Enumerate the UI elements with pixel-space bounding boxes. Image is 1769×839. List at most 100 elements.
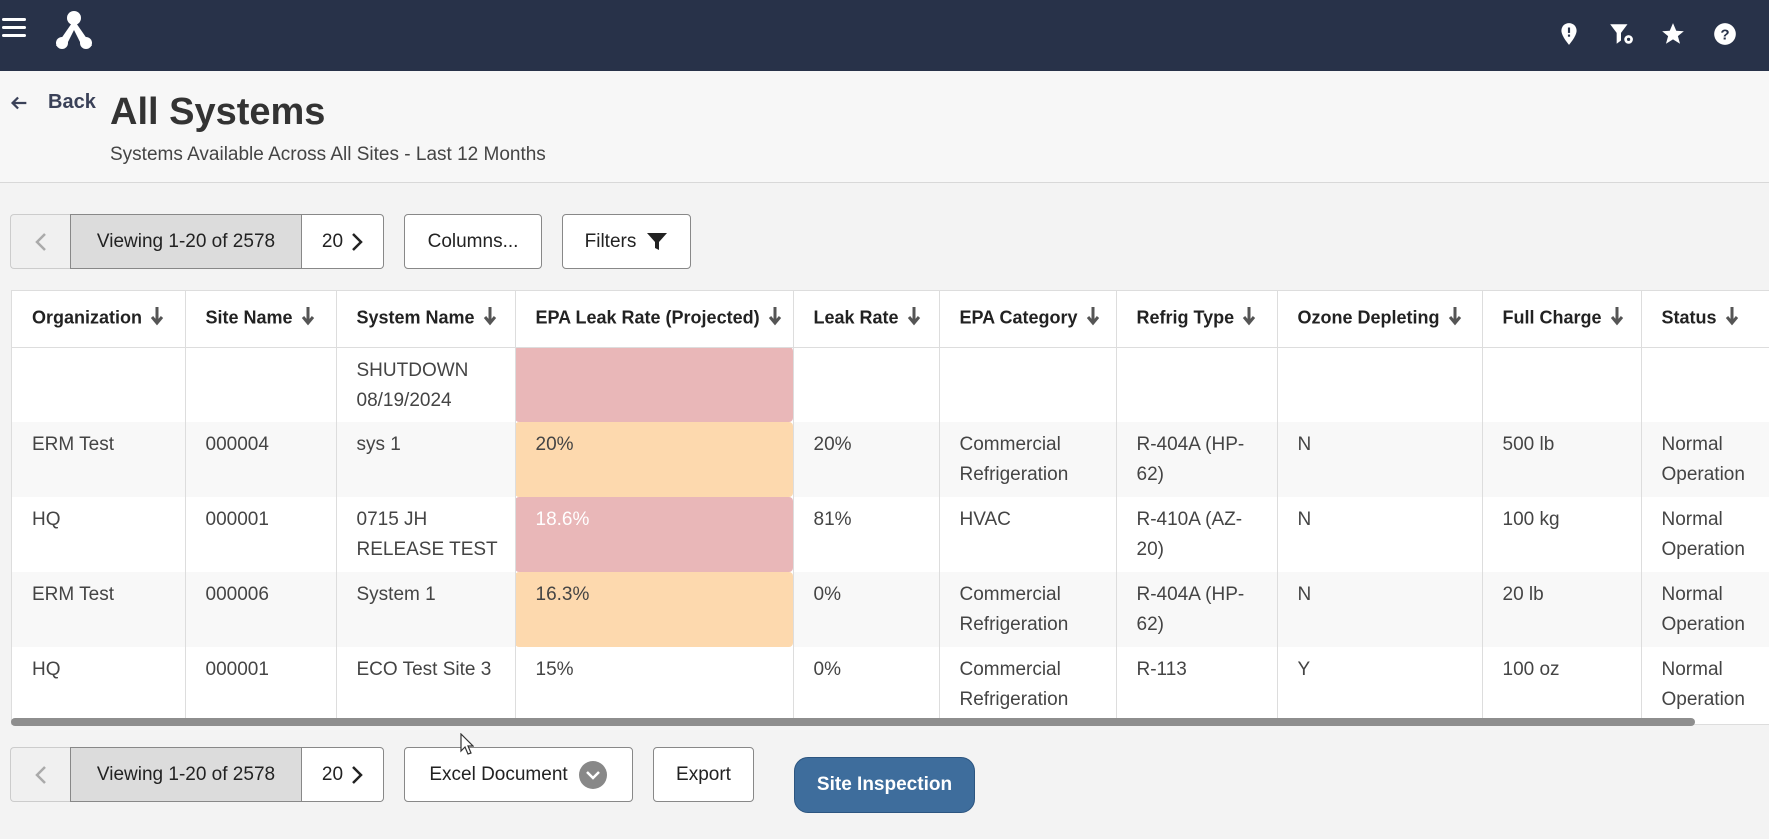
cell-ozone-depleting: N xyxy=(1277,572,1483,647)
cell-full-charge: 100 oz xyxy=(1482,647,1642,722)
cell-epa-leak-rate: 15% xyxy=(515,647,794,722)
table-row[interactable]: SHUTDOWN 08/19/2024 xyxy=(12,347,1769,422)
cell-epa-leak-rate: 16.3% xyxy=(515,572,794,647)
prev-page-button[interactable] xyxy=(10,747,70,802)
cell-system-name: sys 1 xyxy=(336,422,516,497)
sort-down-icon xyxy=(1448,306,1462,331)
table-row[interactable]: HQ 000001 ECO Test Site 3 15% 0% Commerc… xyxy=(12,647,1769,722)
page-title: All Systems xyxy=(110,91,326,133)
chevron-left-icon xyxy=(34,232,46,251)
cell-refrig-type: R-404A (HP-62) xyxy=(1116,422,1278,497)
filters-button[interactable]: Filters xyxy=(562,214,691,269)
cell-epa-category: Commercial Refrigeration xyxy=(939,422,1117,497)
site-inspection-button[interactable]: Site Inspection xyxy=(794,757,975,813)
column-header-system-name[interactable]: System Name xyxy=(336,291,516,348)
horizontal-scrollbar[interactable] xyxy=(11,718,1695,726)
columns-label: Columns... xyxy=(427,230,519,252)
table-row[interactable]: HQ 000001 0715 JH RELEASE TEST 18.6% 81%… xyxy=(12,497,1769,572)
systems-table: Organization Site Name System Name EPA L… xyxy=(11,290,1769,725)
page-header: Back All Systems Systems Available Acros… xyxy=(0,71,1769,183)
cell-system-name: 0715 JH RELEASE TEST xyxy=(336,497,516,572)
cell-system-name: SHUTDOWN 08/19/2024 xyxy=(336,347,516,422)
page-size: 20 xyxy=(321,230,344,252)
cell-organization: ERM Test xyxy=(12,572,186,647)
map-pin-icon[interactable] xyxy=(1555,20,1583,48)
table-row[interactable]: ERM Test 000006 System 1 16.3% 0% Commer… xyxy=(12,572,1769,647)
export-format-select[interactable]: Excel Document xyxy=(404,747,633,802)
cell-refrig-type: R-404A (HP-62) xyxy=(1116,572,1278,647)
column-header-status[interactable]: Status xyxy=(1641,291,1769,348)
bottom-pager: Viewing 1-20 of 2578 20 xyxy=(10,747,384,802)
column-header-ozone-depleting[interactable]: Ozone Depleting xyxy=(1277,291,1483,348)
cell-site-name xyxy=(185,347,337,422)
star-icon[interactable] xyxy=(1659,20,1687,48)
chevron-left-icon xyxy=(34,765,46,784)
cell-site-name: 000001 xyxy=(185,647,337,722)
cell-status: Normal Operation xyxy=(1641,497,1769,572)
export-button[interactable]: Export xyxy=(653,747,754,802)
cell-organization: HQ xyxy=(12,647,186,722)
filter-settings-icon[interactable] xyxy=(1607,20,1635,48)
cell-ozone-depleting xyxy=(1277,347,1483,422)
sort-down-icon xyxy=(768,306,782,331)
svg-text:?: ? xyxy=(1720,26,1729,43)
next-page-button[interactable]: 20 xyxy=(302,747,384,802)
sort-down-icon xyxy=(483,306,497,331)
columns-button[interactable]: Columns... xyxy=(404,214,542,269)
column-header-epa-category[interactable]: EPA Category xyxy=(939,291,1117,348)
viewing-range: Viewing 1-20 of 2578 xyxy=(70,747,302,802)
filters-label: Filters xyxy=(584,230,637,252)
cell-epa-category: Commercial Refrigeration xyxy=(939,647,1117,722)
sort-down-icon xyxy=(1725,306,1739,331)
column-header-epa-leak-rate[interactable]: EPA Leak Rate (Projected) xyxy=(515,291,794,348)
funnel-icon xyxy=(647,232,668,250)
help-icon[interactable]: ? xyxy=(1711,20,1739,48)
column-header-organization[interactable]: Organization xyxy=(12,291,186,348)
cell-system-name: ECO Test Site 3 xyxy=(336,647,516,722)
cell-leak-rate xyxy=(793,347,940,422)
cell-epa-leak-rate: 20% xyxy=(515,422,794,497)
page-size: 20 xyxy=(321,763,344,785)
cell-status: Normal Operation xyxy=(1641,572,1769,647)
cell-site-name: 000001 xyxy=(185,497,337,572)
column-header-site-name[interactable]: Site Name xyxy=(185,291,337,348)
cell-leak-rate: 81% xyxy=(793,497,940,572)
chevron-right-icon xyxy=(352,765,363,784)
cell-epa-category: Commercial Refrigeration xyxy=(939,572,1117,647)
prev-page-button[interactable] xyxy=(10,214,70,269)
column-header-leak-rate[interactable]: Leak Rate xyxy=(793,291,940,348)
next-page-button[interactable]: 20 xyxy=(302,214,384,269)
cell-leak-rate: 0% xyxy=(793,647,940,722)
logo-icon[interactable] xyxy=(52,10,96,50)
export-label: Export xyxy=(676,763,731,785)
sort-down-icon xyxy=(1086,306,1100,331)
site-inspection-label: Site Inspection xyxy=(816,774,953,795)
cell-epa-category: HVAC xyxy=(939,497,1117,572)
back-button[interactable]: Back xyxy=(8,91,96,114)
cell-system-name: System 1 xyxy=(336,572,516,647)
chevron-down-icon xyxy=(578,760,607,789)
export-format-value: Excel Document xyxy=(429,763,568,785)
sort-down-icon xyxy=(1242,306,1256,331)
cell-full-charge xyxy=(1482,347,1642,422)
sort-down-icon xyxy=(301,306,315,331)
cell-status: Normal Operation xyxy=(1641,647,1769,722)
column-header-full-charge[interactable]: Full Charge xyxy=(1482,291,1642,348)
mouse-cursor-icon xyxy=(460,733,474,755)
sort-down-icon xyxy=(1610,306,1624,331)
viewing-range: Viewing 1-20 of 2578 xyxy=(70,214,302,269)
cell-status: Normal Operation xyxy=(1641,422,1769,497)
menu-icon[interactable] xyxy=(2,14,26,42)
column-header-refrig-type[interactable]: Refrig Type xyxy=(1116,291,1278,348)
cell-epa-category xyxy=(939,347,1117,422)
cell-ozone-depleting: N xyxy=(1277,422,1483,497)
cell-site-name: 000006 xyxy=(185,572,337,647)
cell-epa-leak-rate: 18.6% xyxy=(515,497,794,572)
cell-refrig-type: R-410A (AZ-20) xyxy=(1116,497,1278,572)
sort-down-icon xyxy=(907,306,921,331)
cell-status xyxy=(1641,347,1769,422)
cell-refrig-type xyxy=(1116,347,1278,422)
cell-organization xyxy=(12,347,186,422)
cell-full-charge: 20 lb xyxy=(1482,572,1642,647)
table-row[interactable]: ERM Test 000004 sys 1 20% 20% Commercial… xyxy=(12,422,1769,497)
